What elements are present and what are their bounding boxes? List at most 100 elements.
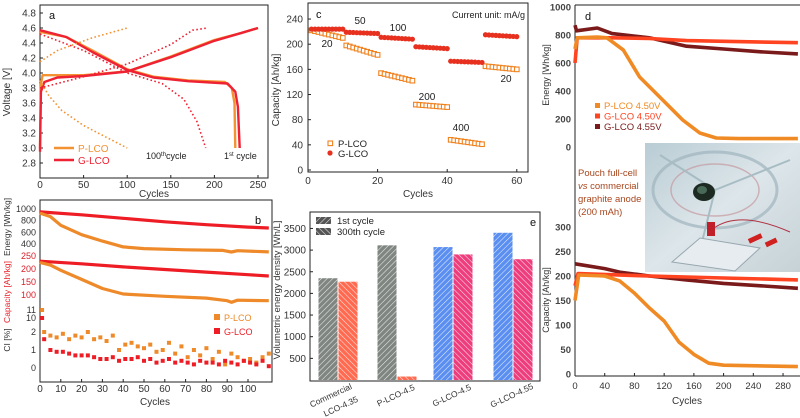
y-tick-label: 1500 [284, 311, 307, 322]
rate-label: 50 [354, 16, 366, 27]
x-tick-label: 150 [162, 180, 179, 191]
legend-swatch [316, 217, 331, 224]
panel-letter-a: a [49, 10, 56, 22]
legend-swatch [595, 103, 600, 108]
ci-point-g-lco [254, 362, 259, 367]
ci-point-p-lco [123, 342, 128, 347]
ci-point-g-lco [54, 349, 59, 354]
ci-point-p-lco [160, 348, 165, 352]
energy-series-p-lco-4-50v [573, 35, 798, 141]
y-axis-title-capacity: Capacity [Ah/kg] [2, 261, 12, 323]
ci-tick-label: 11 [27, 305, 36, 315]
ci-point-p-lco [67, 337, 72, 342]
ci-point-p-lco [40, 308, 45, 312]
ci-point-p-lco [235, 355, 240, 360]
energy-tick-label: 600 [555, 59, 571, 70]
x-tick-label: 0 [305, 176, 311, 187]
x-tick-label: 160 [686, 381, 702, 392]
inset-caption-line: vs commercial [578, 181, 639, 192]
x-tick-label: 200 [206, 180, 223, 191]
series-g-lco-1st-charge [38, 26, 259, 152]
bar-g-lco-4-5-1st-cycle [433, 247, 453, 380]
ci-point-p-lco [204, 346, 209, 351]
legend-label: G-LCO 4.55V [604, 122, 662, 133]
legend-label: 1st cycle [337, 216, 374, 227]
ci-point-g-lco [204, 360, 209, 365]
x-tick-label: 30 [97, 384, 109, 395]
series-g-lco-100th-discharge [39, 33, 207, 149]
capacity-tick-label: 300 [555, 223, 571, 234]
x-axis-title: Cycles [139, 189, 169, 200]
x-tick-label: 60 [511, 176, 523, 187]
legend-label: G-LCO [78, 156, 110, 167]
point-g-lco [479, 59, 485, 66]
rate-label: 20 [500, 74, 512, 85]
series-p-lco-1st-discharge [39, 30, 237, 149]
inset-caption-line: (200 mAh) [578, 207, 622, 218]
y-tick-label: 4.0 [22, 69, 36, 80]
y-tick-label: 4.6 [22, 24, 36, 35]
panel-letter-b: b [255, 215, 261, 227]
ci-point-g-lco [123, 357, 128, 361]
x-axis-title: Cycles [672, 396, 702, 407]
ci-point-g-lco [142, 358, 146, 363]
capacity-tick-label: 50 [560, 345, 571, 356]
ci-point-p-lco [60, 331, 65, 336]
y-tick-label: 3.4 [22, 114, 36, 125]
ci-point-g-lco [110, 355, 115, 360]
ci-point-p-lco [179, 344, 184, 349]
y-axis-title-energy: Energy [Wh/kg] [541, 44, 551, 106]
capacity-tick-label: 0 [566, 370, 571, 381]
ci-point-g-lco [248, 360, 253, 365]
y-tick-label: 0 [297, 166, 303, 177]
ci-tick-label: 0 [31, 363, 36, 373]
ci-point-g-lco [198, 358, 203, 363]
legend-swatch [316, 228, 331, 235]
y-tick-label: 4.2 [22, 54, 36, 65]
capacity-tick-label: 100 [555, 321, 571, 332]
ci-point-g-lco [79, 353, 84, 358]
ci-point-g-lco [185, 360, 190, 365]
legend-swatch [214, 314, 220, 320]
y-tick-label: 3000 [284, 246, 307, 257]
y-tick-label: 2.8 [22, 159, 36, 170]
inset-caption-line: graphite anode [578, 194, 641, 205]
ci-point-g-lco [179, 358, 184, 363]
ci-point-g-lco [260, 358, 265, 363]
ci-point-g-lco [135, 355, 140, 360]
ci-point-p-lco [142, 346, 146, 351]
ci-point-g-lco [60, 349, 65, 354]
ci-point-g-lco [166, 357, 171, 361]
ci-point-g-lco [42, 337, 47, 342]
series-g-lco-energy [39, 210, 269, 230]
y-tick-label: 3.8 [22, 84, 36, 95]
ci-point-g-lco [67, 351, 72, 356]
bar-p-lco-4-5-300th-cycle [397, 376, 417, 380]
ci-point-p-lco [191, 348, 196, 352]
ci-point-p-lco [173, 351, 178, 356]
ci-point-p-lco [135, 344, 140, 349]
y-tick-label: 2000 [284, 289, 307, 300]
x-tick-label: 100 [240, 384, 257, 395]
panel-c-plot-area [307, 2, 529, 173]
ci-point-p-lco [148, 342, 153, 347]
series-g-lco-100th-charge [39, 27, 208, 89]
series-p-lco-energy [39, 211, 269, 254]
series-p-lco-100th-discharge [39, 80, 128, 149]
ci-point-g-lco [210, 360, 215, 365]
legend-swatch [327, 150, 333, 156]
series-p-lco-1st-charge [38, 26, 259, 149]
capacity-tick-label: 150 [555, 296, 571, 307]
y-tick-label: 80 [292, 115, 304, 126]
ci-point-p-lco [48, 333, 53, 338]
capacity-tick-label: 250 [555, 247, 571, 258]
y-tick-label: 3.0 [22, 144, 36, 155]
y-tick-label: 4.4 [22, 39, 36, 50]
x-tick-label: 50 [78, 180, 90, 191]
ci-point-p-lco [92, 337, 97, 342]
ci-tick-label: 2 [31, 327, 36, 337]
y-axis-title: Volumetric energy density [Wh/L] [272, 221, 283, 360]
ci-point-p-lco [79, 335, 84, 340]
series-p-lco-capacity [39, 260, 269, 304]
inset-caption-line: Pouch full-cell [578, 168, 637, 179]
